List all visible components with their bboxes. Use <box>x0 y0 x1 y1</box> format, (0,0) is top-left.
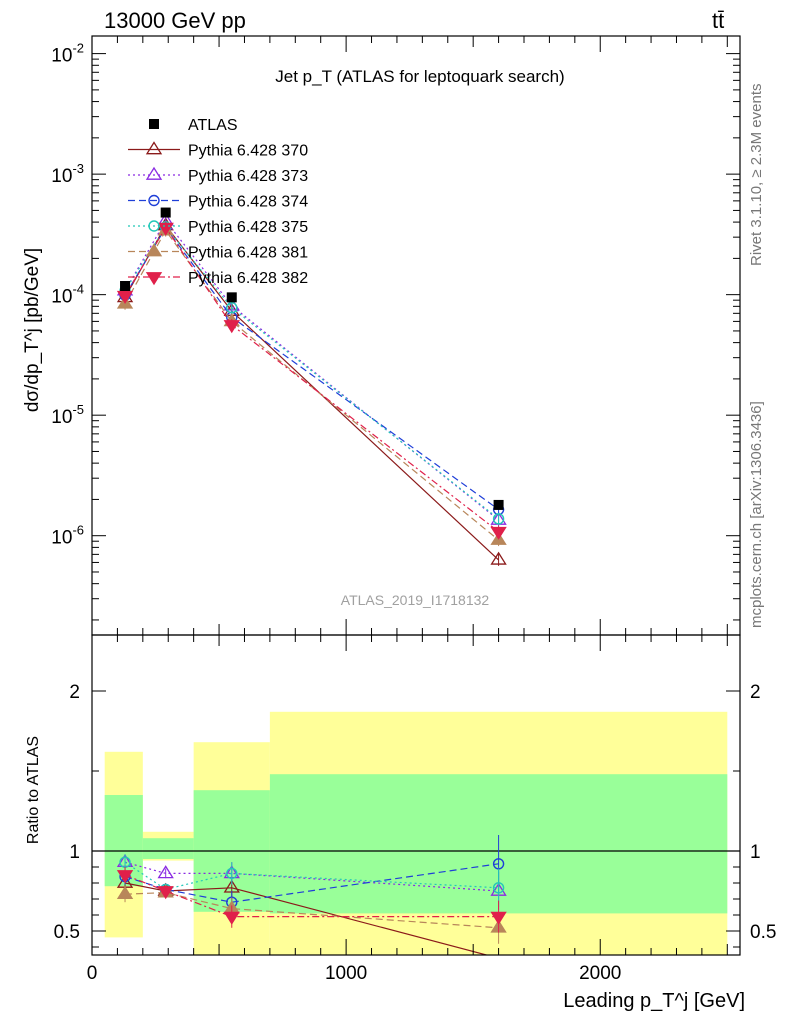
ratio-line <box>125 891 499 929</box>
legend-entry: Pythia 6.428 382 <box>128 270 308 287</box>
ratio-point <box>223 911 240 925</box>
rivet-label: Rivet 3.1.10, ≥ 2.3M events <box>748 83 765 267</box>
ratio-line <box>124 874 499 918</box>
legend-entry: ATLAS <box>149 117 238 134</box>
ratio-tick-label-right: 1 <box>750 842 761 863</box>
data-point <box>120 280 131 291</box>
series-point <box>223 320 240 334</box>
y-tick-label: 10-4 <box>51 282 84 308</box>
analysis-tag: ATLAS_2019_I1718132 <box>341 592 490 608</box>
legend-label: ATLAS <box>188 117 238 134</box>
legend-entry: Pythia 6.428 381 <box>128 243 308 262</box>
ratio-point <box>116 885 134 900</box>
ratio-line <box>124 863 499 903</box>
legend-marker <box>148 220 160 232</box>
y-tick-label: 10-3 <box>51 161 84 187</box>
legend-entry: Pythia 6.428 370 <box>128 141 308 160</box>
legend-marker <box>145 272 163 286</box>
series-line <box>124 219 499 521</box>
series-point <box>116 290 134 304</box>
x-tick-label: 0 <box>87 963 98 984</box>
data-point <box>160 207 171 218</box>
y-tick-label: 10-6 <box>51 523 84 549</box>
ratio-point <box>116 870 134 884</box>
x-tick-label: 1000 <box>325 963 367 984</box>
legend-marker <box>149 119 159 129</box>
data-point <box>493 499 504 510</box>
legend-label: Pythia 6.428 374 <box>188 194 308 211</box>
legend-label: Pythia 6.428 381 <box>188 245 308 262</box>
x-tick-label: 2000 <box>579 963 621 984</box>
axes: 10-6 10-5 10-4 10-3 10-2 0.5 0.5 1 1 2 2 0 1000 2000 <box>51 35 776 984</box>
ratio-tick-label: 2 <box>69 682 80 703</box>
series-line <box>124 224 499 561</box>
legend-marker <box>145 243 163 257</box>
legend-entry: Pythia 6.428 375 <box>128 219 308 236</box>
series-line <box>124 229 499 541</box>
y-axis-label: dσ/dp_T^j [pb/GeV] <box>22 248 43 412</box>
series-point <box>226 301 238 314</box>
ratio-panel <box>116 835 507 955</box>
ratio-point <box>490 911 507 925</box>
legend-label: Pythia 6.428 370 <box>188 143 308 160</box>
process-label: tt̄ <box>712 8 724 33</box>
legend-label: Pythia 6.428 375 <box>188 219 308 236</box>
ratio-point <box>226 867 238 880</box>
ratio-point <box>492 882 505 894</box>
chart-title: Jet p_T (ATLAS for leptoquark search) <box>275 67 564 86</box>
legend-entry: Pythia 6.428 374 <box>128 194 308 211</box>
ratio-tick-label-right: 0.5 <box>750 922 776 943</box>
legend-label: Pythia 6.428 373 <box>188 168 308 185</box>
series-point <box>492 513 505 525</box>
ratio-tick-label: 0.5 <box>54 922 80 943</box>
ratio-frame <box>91 634 741 956</box>
series-line <box>124 226 499 533</box>
y-tick-label: 10-5 <box>51 402 84 428</box>
ratio-point <box>157 865 174 879</box>
ratio-line <box>124 882 489 955</box>
ratio-axis-label: Ratio to ATLAS <box>25 736 42 844</box>
ratio-tick-label-right: 2 <box>750 682 761 703</box>
ratio-point <box>157 886 174 900</box>
ratio-tick-label: 1 <box>69 842 80 863</box>
ratio-uncertainty-bands <box>92 711 740 955</box>
ratio-line <box>124 861 499 892</box>
main-panel <box>116 207 507 566</box>
y-tick-label: 10-2 <box>51 41 84 67</box>
legend: ATLAS Pythia 6.428 370 Pythia 6.428 373 Pyt… <box>128 117 308 287</box>
legend-marker <box>145 166 163 180</box>
legend-label: Pythia 6.428 382 <box>188 270 308 287</box>
x-axis-label: Leading p_T^j [GeV] <box>563 990 745 1012</box>
ratio-line <box>124 861 499 891</box>
legend-marker <box>145 141 163 155</box>
series-line <box>124 226 499 510</box>
series-point <box>490 551 507 565</box>
mcplots-label: mcplots.cern.ch [arXiv:1306.3436] <box>748 401 765 628</box>
energy-label: 13000 GeV pp <box>104 8 246 33</box>
series-line <box>124 225 499 520</box>
legend-marker <box>148 194 160 207</box>
band-inner <box>142 838 194 859</box>
legend-entry: Pythia 6.428 373 <box>128 166 308 185</box>
data-point <box>226 292 237 303</box>
series-point <box>490 526 507 540</box>
